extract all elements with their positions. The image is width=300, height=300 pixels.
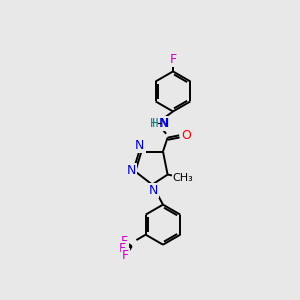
Text: O: O — [181, 129, 191, 142]
Text: N: N — [127, 164, 136, 177]
Text: N: N — [149, 184, 158, 197]
Text: H: H — [150, 116, 158, 130]
Text: CH₃: CH₃ — [172, 173, 194, 184]
Text: F: F — [122, 249, 129, 262]
Text: N: N — [135, 139, 145, 152]
Text: F: F — [169, 52, 177, 66]
Text: F: F — [121, 235, 128, 248]
Text: N: N — [160, 116, 169, 130]
Text: H: H — [152, 116, 161, 130]
Text: F: F — [119, 242, 126, 255]
Text: N: N — [159, 116, 168, 130]
